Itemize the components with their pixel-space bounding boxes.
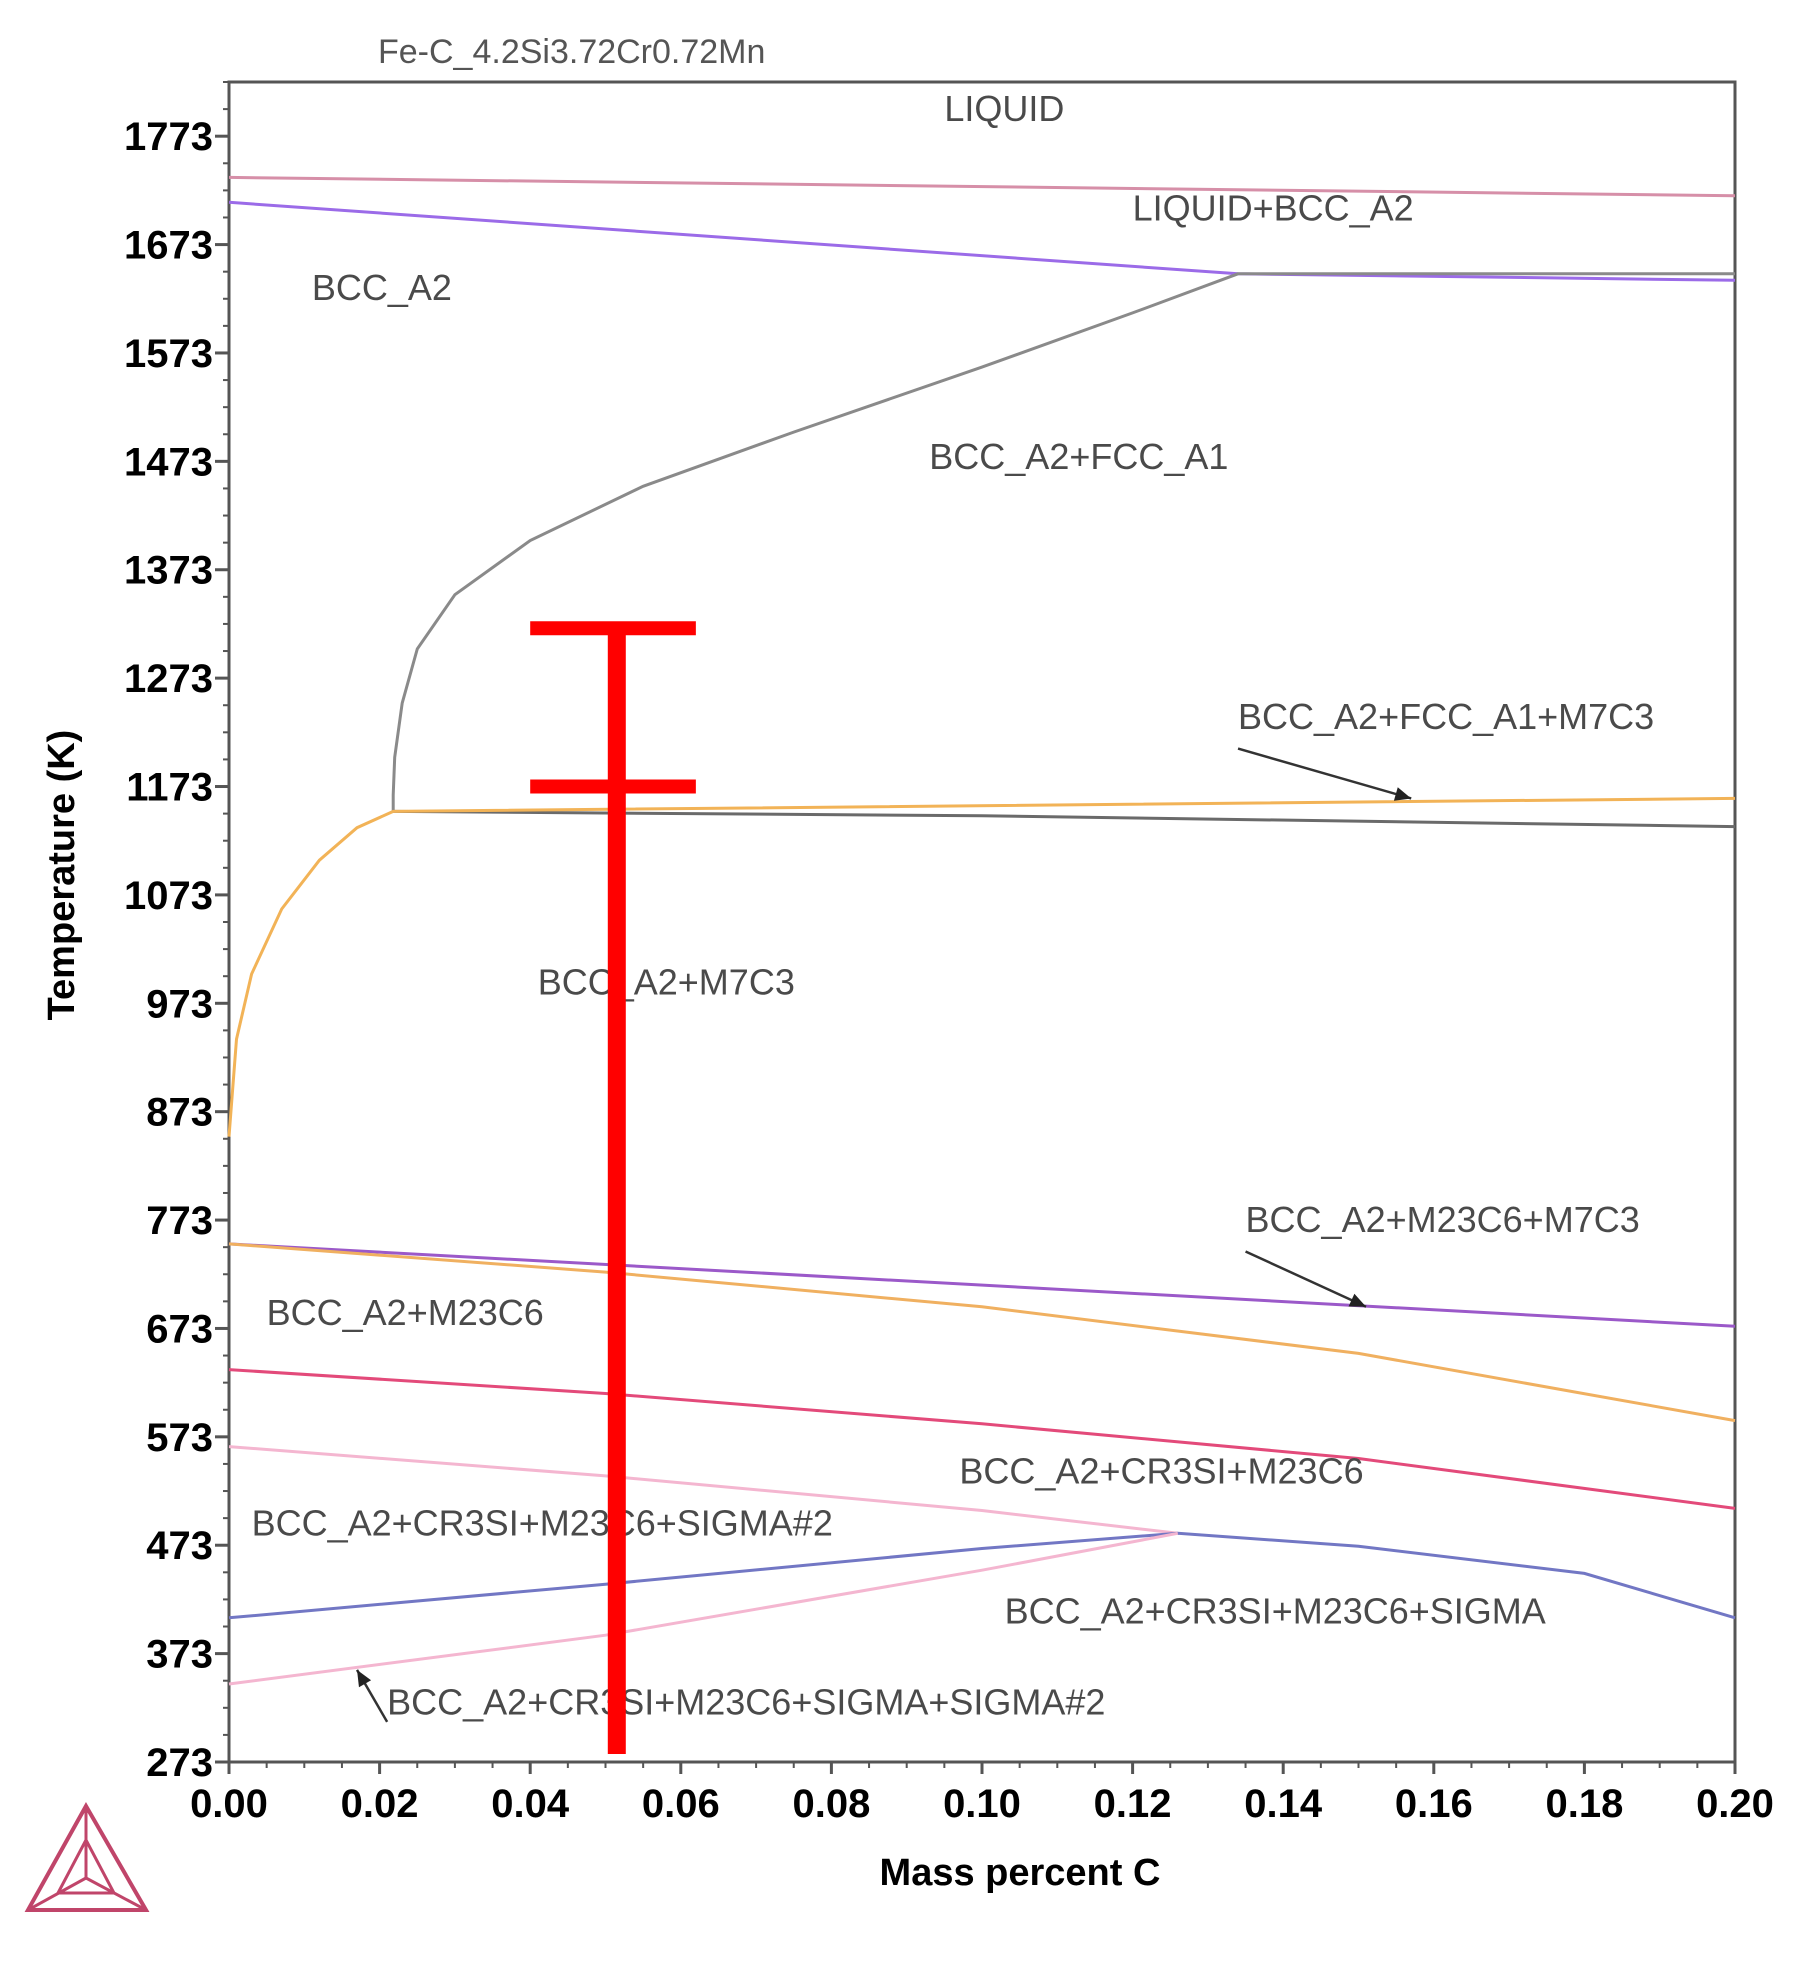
pointer-arrow-line — [1245, 1250, 1367, 1308]
arrow-layer — [355, 747, 1412, 1723]
y-tick-label: 1573 — [124, 332, 213, 376]
y-tick-label: 773 — [146, 1199, 213, 1243]
y-tick-label: 473 — [146, 1524, 213, 1568]
annotation-layer: LIQUID LIQUID+BCC_A2 BCC_A2 BCC_A2+FCC_A1 BC… — [252, 88, 1655, 1722]
region-label: BCC_A2+CR3SI+M23C6+SIGMA#2 — [252, 1502, 833, 1543]
y-tick-label: 1773 — [124, 115, 213, 159]
logo-line-left — [27, 1876, 87, 1912]
y-tick-label: 673 — [146, 1307, 213, 1351]
x-axis-title: Mass percent C — [880, 1852, 1161, 1894]
series-line-5 — [228, 1242, 1736, 1328]
region-label: BCC_A2+CR3SI+M23C6+SIGMA — [1005, 1590, 1546, 1631]
x-tick-label: 0.10 — [943, 1782, 1021, 1826]
y-axis-title: Temperature (K) — [41, 730, 83, 1021]
x-tick-label: 0.14 — [1244, 1782, 1323, 1826]
series-line-10 — [228, 1531, 1179, 1686]
y-tick-label: 273 — [146, 1741, 213, 1785]
region-label: BCC_A2+FCC_A1+M7C3 — [1238, 696, 1654, 737]
logo-inner-triangle — [55, 1836, 117, 1895]
thermo-calc-logo — [24, 1801, 150, 1912]
pointer-arrow-head — [1348, 1293, 1367, 1307]
y-tick-label: 973 — [146, 982, 213, 1026]
series-line-8 — [228, 1445, 1178, 1535]
logo-line-right — [85, 1876, 147, 1912]
x-tick-label: 0.02 — [341, 1782, 419, 1826]
region-label: BCC_A2 — [312, 267, 452, 308]
y-tick-label: 873 — [146, 1091, 213, 1135]
series-line-6 — [228, 1242, 1736, 1423]
x-tick-label: 0.08 — [792, 1782, 870, 1826]
logo-outer-triangle — [24, 1801, 150, 1912]
region-label: BCC_A2+CR3SI+M23C6 — [959, 1450, 1363, 1491]
series-line-4 — [227, 796, 1736, 1137]
x-tick-label: 0.12 — [1094, 1782, 1172, 1826]
y-tick-label: 1373 — [124, 549, 213, 593]
y-tick-label: 1473 — [124, 440, 213, 484]
region-label: BCC_A2+FCC_A1 — [929, 436, 1228, 477]
region-label: BCC_A2+M23C6 — [267, 1292, 544, 1333]
x-tick-label: 0.06 — [642, 1782, 720, 1826]
highlight-marker — [530, 621, 696, 1754]
pointer-arrow-line — [1237, 747, 1412, 800]
y-tick-label: 573 — [146, 1416, 213, 1460]
series-line-3 — [393, 809, 1736, 829]
region-label: BCC_A2+CR3SI+M23C6+SIGMA+SIGMA#2 — [387, 1681, 1105, 1722]
y-tick-label: 1173 — [126, 766, 213, 810]
x-tick-label: 0.00 — [190, 1782, 268, 1826]
series-line-7 — [228, 1368, 1736, 1510]
region-label: LIQUID — [944, 88, 1064, 129]
x-tick-label: 0.04 — [491, 1782, 570, 1826]
pointer-arrow-head — [357, 1669, 372, 1688]
region-label: BCC_A2+M23C6+M7C3 — [1246, 1199, 1640, 1240]
x-axis: 0.00 0.02 0.04 0.06 0.08 0.10 0.12 0.14 0.16 0.18… — [190, 1762, 1774, 1826]
y-tick-label: 373 — [146, 1633, 213, 1677]
x-tick-label: 0.20 — [1696, 1782, 1774, 1826]
series-line-0 — [228, 175, 1736, 198]
chart-title: Fe-C_4.2Si3.72Cr0.72Mn — [378, 33, 765, 71]
x-tick-label: 0.18 — [1545, 1782, 1623, 1826]
region-label: LIQUID+BCC_A2 — [1133, 188, 1414, 229]
y-tick-label: 1673 — [124, 224, 213, 268]
y-axis: 273 373 473 573 673 773 873 973 1073 1173 1273 1373… — [124, 81, 229, 1785]
series-line-2 — [391, 272, 1735, 812]
pointer-arrow-head — [1393, 787, 1412, 801]
x-tick-label: 0.16 — [1395, 1782, 1473, 1826]
series-layer — [227, 175, 1736, 1686]
y-tick-label: 1273 — [124, 657, 213, 701]
region-label: BCC_A2+M7C3 — [538, 962, 795, 1003]
y-tick-label: 1073 — [124, 874, 213, 918]
